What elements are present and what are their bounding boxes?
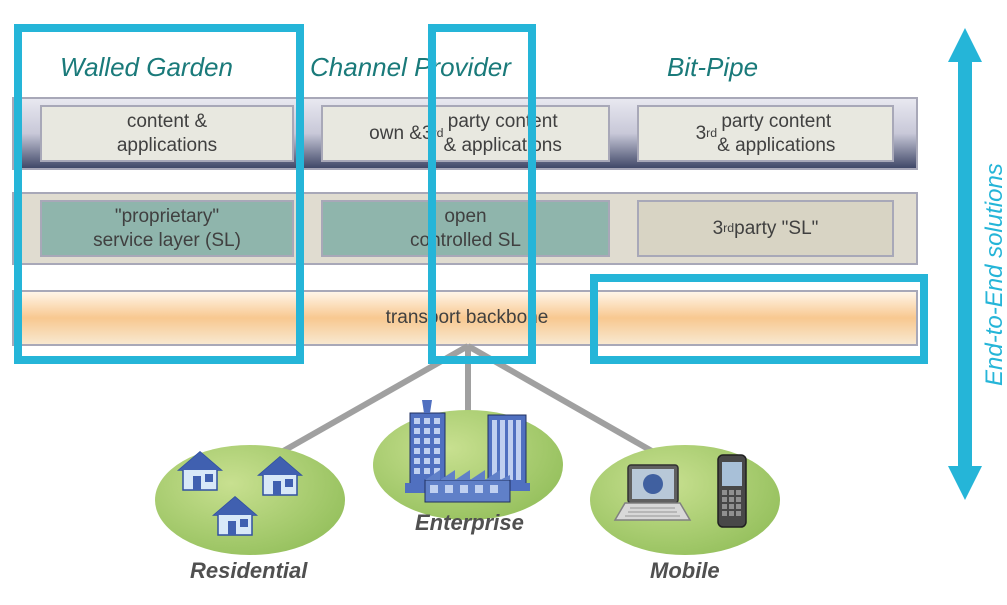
end-to-end-label: End-to-End solutions — [981, 146, 1007, 386]
end-to-end-arrow — [0, 0, 1007, 605]
